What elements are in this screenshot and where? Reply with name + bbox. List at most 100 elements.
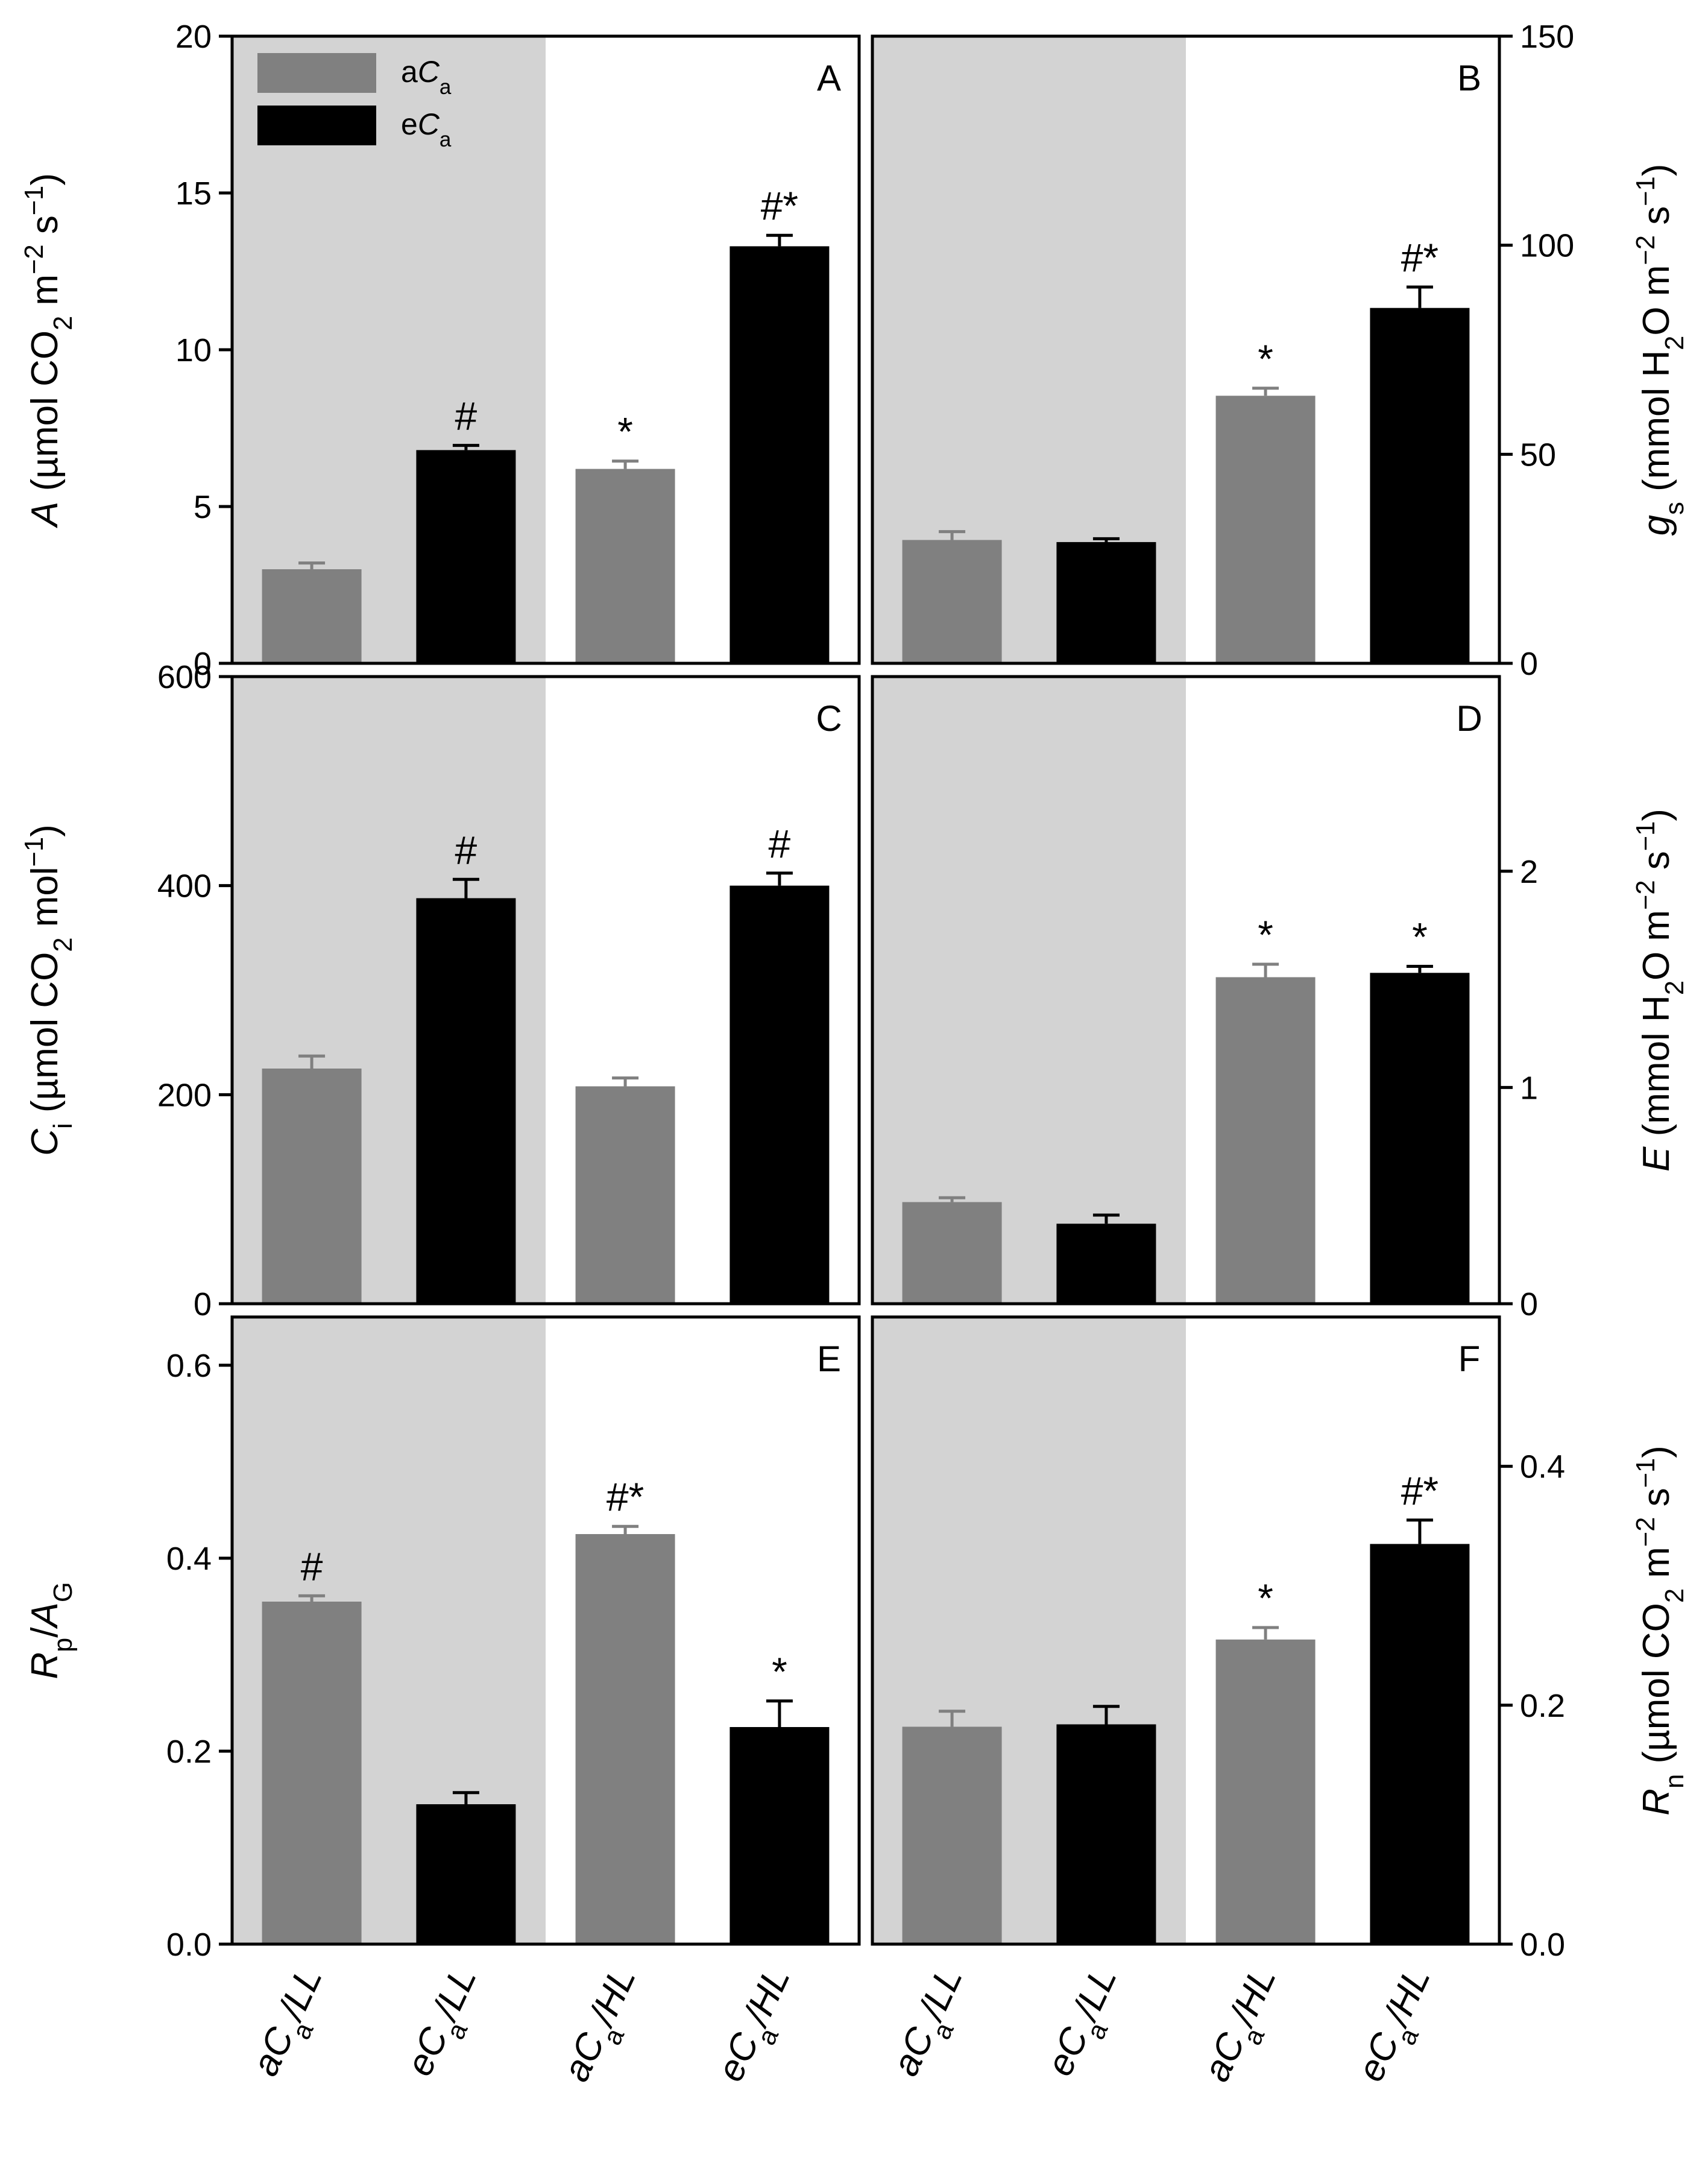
significance-annotation: #* <box>607 1474 644 1519</box>
shaded-region <box>872 677 1186 1304</box>
bar-aCa/HL <box>575 1086 675 1304</box>
y-tick-label: 0 <box>1520 1286 1538 1322</box>
y-axis-title: Rn (µmol CO2 m−2 s−1) <box>1631 1445 1689 1816</box>
bar-aCa/HL <box>1215 396 1316 663</box>
panel-letter: D <box>1456 698 1482 739</box>
bar-eCa/HL <box>730 246 830 663</box>
panel-frame <box>230 1315 861 1946</box>
bar-eCa/LL <box>1056 542 1156 663</box>
significance-annotation: * <box>772 1649 787 1694</box>
panel-letter: A <box>817 58 841 98</box>
x-category-label: eCa/LL <box>1039 1961 1136 2087</box>
x-category-label: eCa/LL <box>399 1961 496 2087</box>
y-tick-label: 400 <box>157 868 212 905</box>
y-tick-label: 200 <box>157 1077 212 1113</box>
panel-E: # #* * E 0.0 0.2 0.4 0.6 Rp/AG <box>24 1315 861 1963</box>
panel-F: * #* F 0.0 0.2 0.4 Rn (µmol CO2 m−2 s−1) <box>871 1315 1689 1963</box>
y-tick-label: 0.0 <box>1520 1927 1565 1963</box>
y-tick-label: 2 <box>1520 854 1538 890</box>
panel-frame <box>871 34 1501 665</box>
bar-aCa/LL <box>262 1602 362 1944</box>
y-axis-title: A (µmol CO2 m−2 s−1) <box>20 173 78 529</box>
y-tick-label: 150 <box>1520 19 1574 55</box>
panel-letter: C <box>816 698 842 739</box>
significance-annotation: # <box>769 821 791 866</box>
y-tick-label: 600 <box>157 659 212 695</box>
significance-annotation: #* <box>1401 1468 1439 1513</box>
legend: aCa eCa <box>257 53 452 151</box>
panel-frame <box>871 675 1501 1306</box>
y-tick-label: 0.2 <box>166 1734 212 1770</box>
bar-eCa/HL <box>730 885 830 1304</box>
panel-frame <box>230 675 861 1306</box>
x-category-label: eCa/HL <box>710 1961 809 2093</box>
x-category-label: aCa/LL <box>244 1961 341 2087</box>
panel-letter: E <box>817 1339 841 1379</box>
bar-eCa/LL <box>416 1804 516 1944</box>
y-tick-label: 0.6 <box>166 1348 212 1384</box>
bar-aCa/HL <box>1215 1639 1316 1944</box>
y-tick-label: 10 <box>175 332 212 368</box>
significance-annotation: * <box>617 409 633 454</box>
y-tick-label: 1 <box>1520 1070 1538 1106</box>
bar-aCa/LL <box>902 540 1002 663</box>
bar-eCa/HL <box>1370 308 1470 664</box>
bar-eCa/LL <box>1056 1724 1156 1944</box>
legend-swatch <box>257 106 376 145</box>
legend-label: eCa <box>401 107 452 151</box>
significance-annotation: # <box>455 394 477 438</box>
y-tick-label: 20 <box>175 19 212 55</box>
x-category-labels: aCa/LL eCa/LL aCa/HL eCa/HL aCa/LL eCa/LL aCa/… <box>244 1961 1449 2093</box>
panel-letter: F <box>1458 1339 1481 1379</box>
bar-eCa/LL <box>416 450 516 663</box>
bar-eCa/LL <box>1056 1224 1156 1304</box>
legend-label: aCa <box>401 55 452 99</box>
bar-aCa/HL <box>1215 977 1316 1304</box>
bar-eCa/HL <box>730 1727 830 1944</box>
bar-eCa/LL <box>416 898 516 1304</box>
panel-frame <box>871 1315 1501 1946</box>
y-axis-title: gs (mmol H2O m−2 s−1) <box>1631 164 1689 536</box>
y-tick-label: 0.2 <box>1520 1688 1565 1724</box>
y-tick-label: 50 <box>1520 437 1556 473</box>
x-category-label: aCa/HL <box>1196 1961 1295 2093</box>
significance-annotation: # <box>301 1544 323 1588</box>
bar-aCa/LL <box>902 1202 1002 1304</box>
y-tick-label: 0.4 <box>1520 1449 1565 1485</box>
significance-annotation: * <box>1258 336 1273 381</box>
x-category-label: eCa/HL <box>1350 1961 1449 2093</box>
y-axis-title: Rp/AG <box>24 1582 78 1679</box>
bar-aCa/LL <box>262 569 362 663</box>
significance-annotation: #* <box>761 183 798 228</box>
x-category-label: aCa/LL <box>884 1961 982 2087</box>
significance-annotation: * <box>1258 1576 1273 1620</box>
significance-annotation: # <box>455 827 477 872</box>
x-category-label: aCa/HL <box>555 1961 655 2093</box>
y-tick-label: 100 <box>1520 228 1574 264</box>
y-tick-label: 0.0 <box>166 1927 212 1963</box>
significance-annotation: * <box>1258 912 1273 957</box>
panel-D: * * D 0 1 2 E (mmol H2O m−2 s−1) <box>871 675 1689 1322</box>
legend-swatch <box>257 53 376 93</box>
y-tick-label: 0.4 <box>166 1541 212 1577</box>
y-tick-label: 0 <box>194 1286 212 1322</box>
significance-annotation: #* <box>1401 235 1439 280</box>
panel-letter: B <box>1457 58 1481 98</box>
bar-aCa/LL <box>262 1069 362 1304</box>
y-tick-label: 0 <box>194 646 212 682</box>
y-axis-title: E (mmol H2O m−2 s−1) <box>1631 809 1689 1172</box>
y-tick-label: 15 <box>175 175 212 212</box>
bar-aCa/LL <box>902 1726 1002 1944</box>
panel-B: * #* B 0 50 100 150 gs (mmol H2O m−2 s−1) <box>871 19 1689 682</box>
significance-annotation: * <box>1412 915 1428 959</box>
bar-aCa/HL <box>575 1534 675 1944</box>
y-axis-title: Ci (µmol CO2 mol−1) <box>20 824 78 1156</box>
y-tick-label: 5 <box>194 489 212 525</box>
y-tick-label: 0 <box>1520 646 1538 682</box>
panel-C: # # C 0 200 400 600 Ci (µmol CO2 mol−1) <box>20 659 861 1322</box>
bar-eCa/HL <box>1370 1544 1470 1944</box>
bar-eCa/HL <box>1370 973 1470 1304</box>
